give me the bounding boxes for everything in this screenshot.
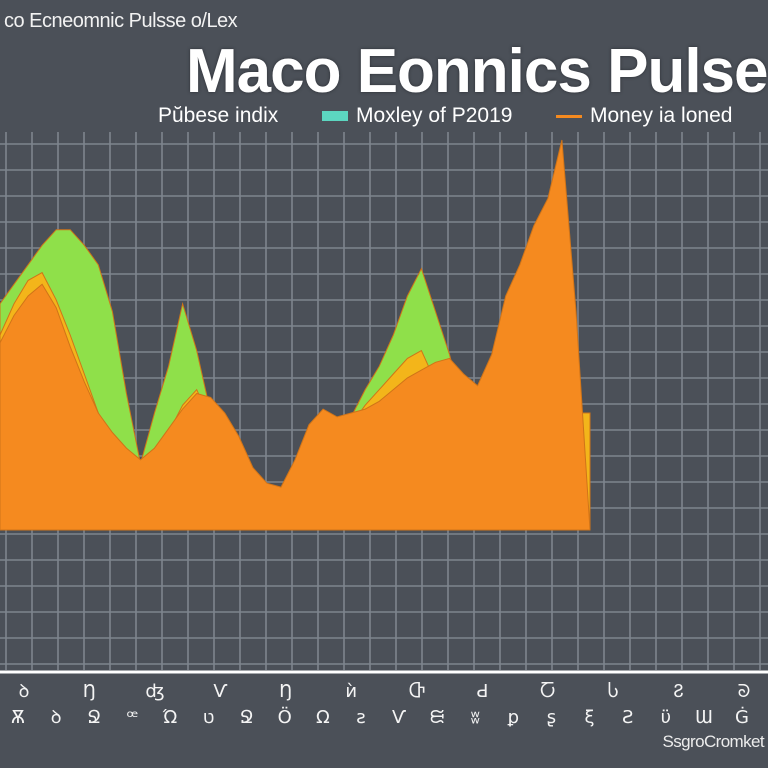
window-title: co Ecneomnic Pulsse o/Lex — [4, 10, 238, 32]
x-tick-label: Ġ — [735, 706, 749, 728]
plot-floor — [0, 532, 768, 670]
x-tick-label: ξ — [585, 707, 595, 728]
x-tick-label: Ջ — [87, 707, 101, 728]
x-tick-label: ϋ — [661, 707, 671, 728]
legend-label: Pŭbese indix — [158, 104, 279, 127]
x-tick-label: ꝺ — [51, 707, 62, 728]
x-tick-label: ʤ — [145, 681, 164, 702]
x-tick-label: Ω — [316, 707, 330, 728]
x-tick-label: Ⴀ — [540, 681, 556, 702]
x-tick-label: Ŋ — [83, 681, 96, 702]
x-tick-label: ѝ — [345, 681, 357, 702]
x-tick-label: ᙦ — [430, 707, 445, 728]
x-tick-label: Ჷ — [673, 681, 684, 702]
legend-dash — [556, 114, 582, 118]
x-tick-label: Ŋ — [279, 681, 292, 702]
chart-areas — [0, 139, 768, 670]
chart-legend: Pŭbese indix Moxley of P2019 Money ia lo… — [0, 104, 768, 138]
legend-item-money: Money ia loned — [556, 104, 732, 128]
legend-label: Money ia loned — [590, 104, 733, 127]
x-tick-label: ꝑ — [507, 707, 519, 728]
x-tick-label: Ջ — [240, 707, 254, 728]
x-tick-label: Ѫ — [11, 707, 25, 728]
x-tick-label: Ö — [278, 706, 292, 728]
x-tick-label: Ѵ — [392, 707, 406, 728]
x-tick-label: ʬ — [471, 707, 480, 728]
x-tick-label: ꟹ — [127, 707, 139, 728]
area-series-3 — [0, 139, 591, 531]
x-tick-label: Ƨ — [622, 707, 633, 728]
x-tick-label: Ώ — [162, 707, 178, 728]
x-tick-label: Ⴑ — [608, 681, 619, 702]
legend-swatch — [322, 111, 348, 121]
source-credit: SsgroCromket — [662, 732, 765, 751]
x-tick-label: Ⴇ — [409, 681, 425, 702]
x-tick-label: ʂ — [547, 707, 556, 728]
x-tick-label: ט — [203, 707, 215, 728]
x-tick-label: ᘐ — [738, 681, 751, 702]
x-tick-label: ƨ — [356, 707, 365, 728]
legend-label: Moxley of P2019 — [356, 104, 513, 127]
x-tick-label: Ɯ — [695, 707, 713, 728]
chart-title: Maco Eonnics Pulse — [186, 37, 768, 106]
legend-item-index: Pŭbese indix — [158, 104, 278, 128]
legend-item-moxley: Moxley of P2019 — [322, 104, 512, 128]
x-tick-label: Ѵ — [213, 681, 227, 702]
x-tick-label: ꝺ — [19, 681, 30, 702]
x-tick-label: Ԁ — [476, 681, 488, 702]
